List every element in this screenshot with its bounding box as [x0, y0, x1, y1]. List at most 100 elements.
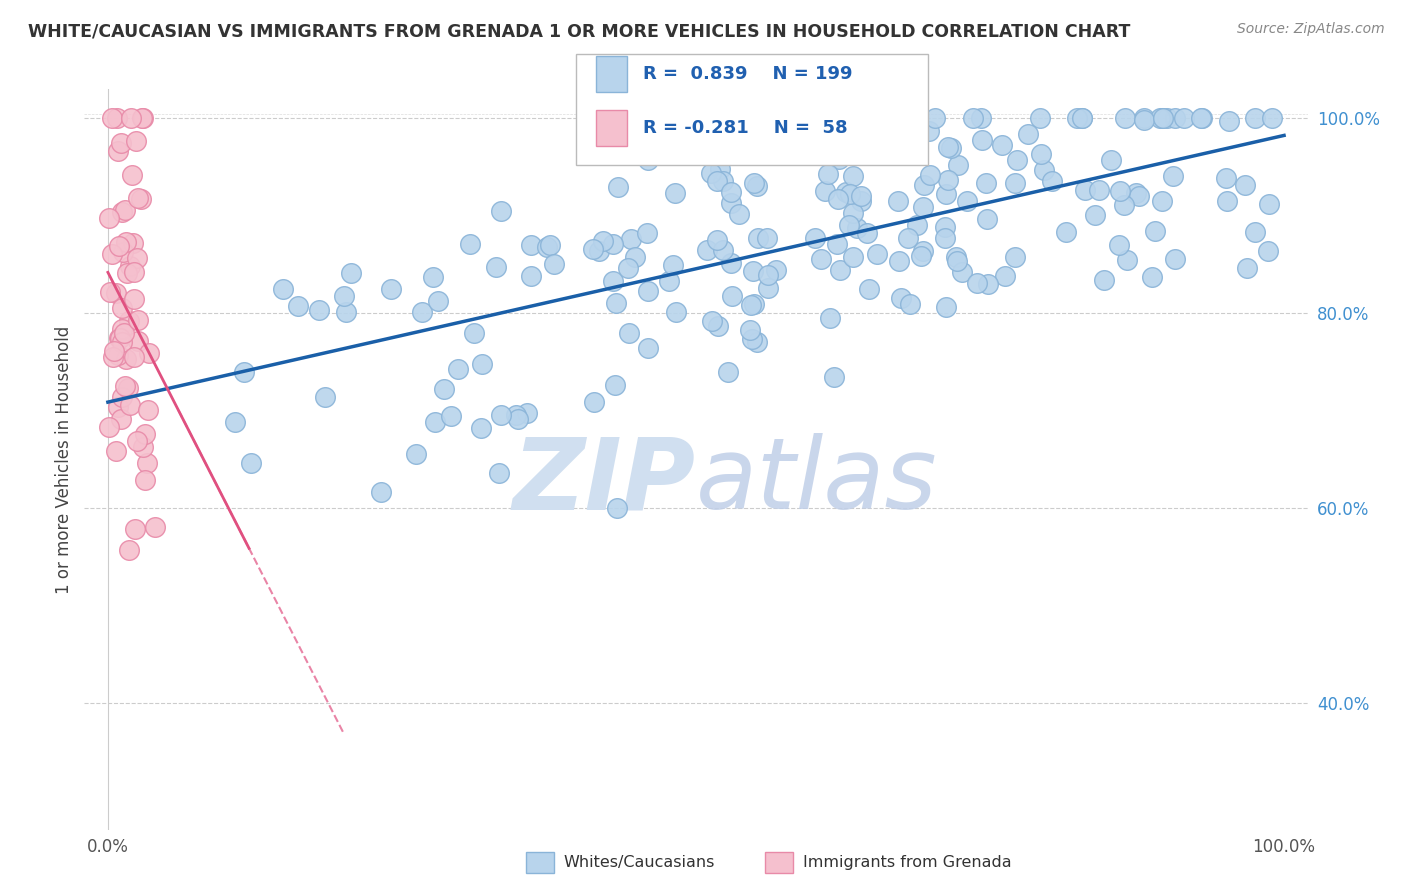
- Point: [742, 176, 765, 190]
- Point: [846, 220, 869, 235]
- Point: [100, 285, 122, 300]
- Point: [1004, 250, 1026, 264]
- Point: [1132, 112, 1154, 127]
- Point: [1218, 114, 1240, 128]
- Point: [1108, 238, 1130, 252]
- Point: [890, 292, 912, 306]
- Point: [111, 205, 134, 219]
- Point: [709, 162, 731, 177]
- Point: [810, 252, 832, 266]
- Point: [127, 313, 149, 327]
- Point: [458, 236, 481, 251]
- Point: [745, 178, 768, 193]
- Point: [1054, 225, 1077, 239]
- Text: WHITE/CAUCASIAN VS IMMIGRANTS FROM GRENADA 1 OR MORE VEHICLES IN HOUSEHOLD CORRE: WHITE/CAUCASIAN VS IMMIGRANTS FROM GRENA…: [28, 22, 1130, 40]
- Point: [1071, 112, 1094, 126]
- Point: [463, 326, 485, 341]
- Point: [1142, 270, 1164, 285]
- Point: [423, 415, 446, 429]
- Point: [838, 186, 860, 201]
- Point: [945, 250, 967, 264]
- Point: [122, 292, 145, 306]
- Point: [745, 334, 768, 349]
- Point: [946, 158, 969, 172]
- Point: [107, 348, 129, 362]
- Text: atlas: atlas: [696, 434, 938, 530]
- Point: [111, 390, 134, 404]
- Point: [440, 409, 463, 423]
- Point: [1257, 197, 1279, 211]
- Point: [1099, 153, 1122, 168]
- Point: [117, 314, 139, 328]
- Point: [1191, 112, 1213, 126]
- Point: [896, 231, 918, 245]
- Point: [835, 185, 858, 199]
- Point: [842, 206, 865, 220]
- Point: [1173, 112, 1195, 126]
- Point: [110, 136, 132, 151]
- Point: [125, 134, 148, 148]
- Point: [606, 501, 628, 516]
- Point: [107, 144, 129, 158]
- Point: [103, 344, 125, 359]
- Point: [621, 112, 644, 126]
- Point: [1040, 173, 1063, 187]
- Point: [447, 362, 470, 376]
- Point: [470, 421, 492, 435]
- Point: [721, 289, 744, 303]
- Text: Immigrants from Grenada: Immigrants from Grenada: [803, 855, 1011, 870]
- Point: [1236, 261, 1258, 276]
- Point: [706, 174, 728, 188]
- Point: [898, 297, 921, 311]
- Point: [808, 118, 831, 132]
- Point: [935, 187, 957, 202]
- Point: [804, 231, 827, 245]
- Point: [841, 250, 863, 264]
- Point: [98, 420, 121, 434]
- Point: [117, 381, 139, 395]
- Point: [120, 259, 142, 273]
- Point: [127, 334, 149, 348]
- Point: [884, 128, 907, 143]
- Point: [488, 467, 510, 481]
- Point: [945, 253, 967, 268]
- Point: [1244, 112, 1267, 126]
- Point: [489, 408, 512, 422]
- Point: [101, 247, 124, 261]
- Point: [994, 268, 1017, 283]
- Point: [582, 394, 605, 409]
- Point: [658, 274, 681, 288]
- Point: [1244, 226, 1267, 240]
- Point: [910, 249, 932, 263]
- Point: [866, 247, 889, 261]
- Point: [105, 444, 128, 458]
- Point: [110, 331, 132, 345]
- Point: [828, 263, 851, 277]
- Point: [617, 260, 640, 275]
- Point: [794, 145, 817, 160]
- Point: [1133, 112, 1156, 126]
- Point: [950, 265, 973, 279]
- Point: [720, 196, 742, 211]
- Point: [765, 263, 787, 277]
- Point: [422, 269, 444, 284]
- Point: [515, 406, 537, 420]
- Point: [1109, 184, 1132, 198]
- Point: [115, 235, 138, 249]
- Point: [136, 403, 159, 417]
- Point: [720, 185, 742, 199]
- Point: [239, 456, 262, 470]
- Point: [471, 357, 494, 371]
- Point: [828, 152, 851, 166]
- Point: [1163, 252, 1185, 266]
- Point: [104, 285, 127, 300]
- Point: [108, 331, 131, 345]
- Point: [112, 244, 135, 259]
- Point: [110, 412, 132, 426]
- Point: [970, 133, 993, 147]
- Point: [911, 244, 934, 259]
- Point: [707, 318, 730, 333]
- Point: [111, 301, 134, 315]
- Point: [738, 323, 761, 337]
- Point: [489, 204, 512, 219]
